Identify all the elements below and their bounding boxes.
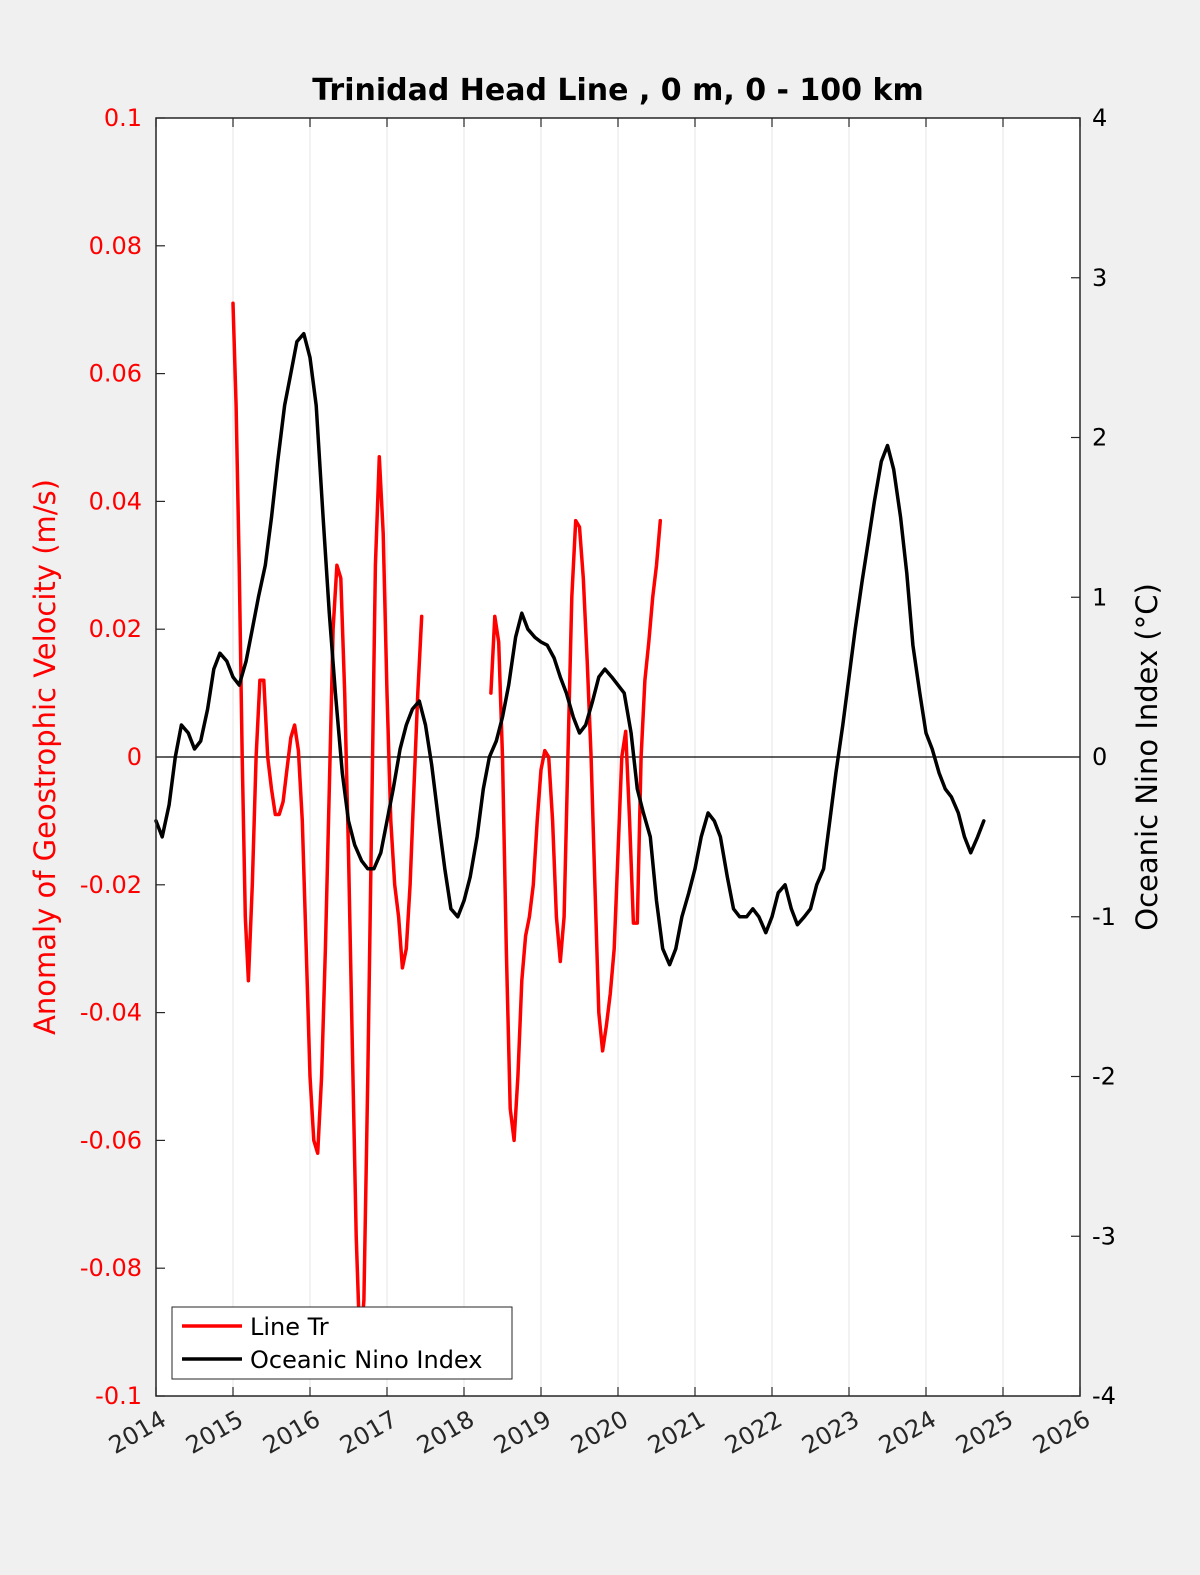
series-line-line-tr-segment-0 <box>231 301 424 1354</box>
y-right-tick-label: 1 <box>1092 583 1107 611</box>
x-tick-label: 2020 <box>566 1405 633 1460</box>
x-tick-label: 2026 <box>1028 1405 1095 1460</box>
x-tick-label: 2018 <box>412 1405 479 1460</box>
legend-box <box>171 1306 513 1380</box>
y-left-tick-label: 0.1 <box>104 104 142 132</box>
y-right-axis-label: Oceanic Nino Index (°C) <box>1130 583 1164 931</box>
x-tick-label: 2024 <box>874 1405 941 1460</box>
x-tick-label: 2021 <box>643 1405 710 1460</box>
y-left-tick-label: 0.06 <box>89 360 142 388</box>
y-left-tick-label: 0 <box>127 743 142 771</box>
series-layer <box>154 301 986 1354</box>
y-left-tick-label: 0.02 <box>89 615 142 643</box>
x-tick-label: 2023 <box>797 1405 864 1460</box>
y-left-tick-label: 0.04 <box>89 487 142 515</box>
y-right-tick-label: -3 <box>1092 1222 1116 1250</box>
x-tick-label: 2025 <box>951 1405 1018 1460</box>
chart-title: Trinidad Head Line , 0 m, 0 - 100 km <box>312 73 923 108</box>
y-right-tick-label: -4 <box>1092 1382 1116 1410</box>
series-line-oni-segment-0 <box>154 331 986 967</box>
y-left-tick-label: -0.06 <box>80 1126 142 1154</box>
y-right-tick-label: 0 <box>1092 743 1107 771</box>
x-tick-label: 2015 <box>181 1405 248 1460</box>
y-right-tick-label: 2 <box>1092 424 1107 452</box>
y-right-tick-label: -2 <box>1092 1063 1116 1091</box>
x-tick-label: 2016 <box>258 1405 325 1460</box>
series-line-line-tr-segment-1 <box>489 518 663 1143</box>
x-tick-label: 2014 <box>104 1405 171 1460</box>
y-left-axis-label: Anomaly of Geostrophic Velocity (m/s) <box>28 479 62 1035</box>
legend-label-line-tr: Line Tr <box>250 1313 329 1341</box>
y-left-tick-label: -0.08 <box>80 1254 142 1282</box>
x-tick-label: 2022 <box>720 1405 787 1460</box>
x-tick-label: 2019 <box>489 1405 556 1460</box>
y-left-tick-label: 0.08 <box>89 232 142 260</box>
y-left-tick-label: -0.04 <box>80 999 142 1027</box>
y-left-tick-label: -0.02 <box>80 871 142 899</box>
legend: Line Tr Oceanic Nino Index <box>171 1306 513 1380</box>
y-right-tick-label: 3 <box>1092 264 1107 292</box>
y-left-tick-label: -0.1 <box>95 1382 142 1410</box>
legend-label-oni: Oceanic Nino Index <box>250 1346 482 1374</box>
y-right-tick-label: -1 <box>1092 903 1116 931</box>
x-tick-label: 2017 <box>335 1405 402 1460</box>
y-right-tick-label: 4 <box>1092 104 1107 132</box>
